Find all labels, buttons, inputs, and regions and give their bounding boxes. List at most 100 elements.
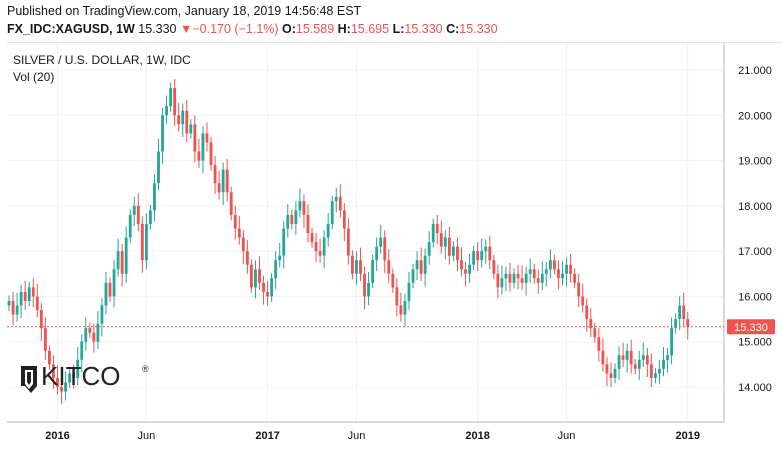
candle-body[interactable] (589, 319, 593, 329)
candle-body[interactable] (326, 223, 330, 238)
candle-body[interactable] (637, 359, 641, 369)
candle-body[interactable] (165, 106, 168, 116)
candle-body[interactable] (492, 260, 496, 274)
candle-body[interactable] (371, 260, 375, 283)
candle-body[interactable] (124, 237, 128, 274)
candle-body[interactable] (484, 246, 488, 252)
candle-body[interactable] (363, 273, 366, 297)
candle-body[interactable] (56, 377, 59, 387)
candle-body[interactable] (290, 214, 294, 224)
candle-body[interactable] (258, 269, 261, 283)
candle-body[interactable] (11, 300, 15, 315)
candle-body[interactable] (645, 355, 649, 365)
candle-body[interactable] (342, 210, 346, 229)
candle-body[interactable] (302, 201, 306, 215)
candle-body[interactable] (286, 214, 290, 229)
candle-body[interactable] (64, 382, 67, 392)
candle-body[interactable] (201, 133, 205, 161)
candle-body[interactable] (666, 355, 669, 360)
candle-body[interactable] (415, 260, 419, 270)
candle-body[interactable] (536, 278, 540, 283)
candle-body[interactable] (76, 359, 80, 378)
candle-body[interactable] (682, 305, 686, 320)
candle-body[interactable] (456, 246, 459, 261)
candle-body[interactable] (100, 305, 104, 324)
candle-body[interactable] (213, 165, 217, 184)
candle-body[interactable] (435, 223, 439, 234)
candle-body[interactable] (605, 364, 609, 374)
candle-body[interactable] (447, 237, 451, 256)
candle-body[interactable] (367, 282, 370, 297)
candle-body[interactable] (355, 260, 358, 274)
candle-body[interactable] (419, 260, 423, 274)
candle-body[interactable] (185, 110, 189, 134)
candle-body[interactable] (674, 319, 678, 329)
candle-body[interactable] (132, 205, 136, 215)
candle-body[interactable] (423, 255, 427, 274)
candle-body[interactable] (403, 300, 407, 315)
candle-body[interactable] (678, 305, 682, 320)
candle-body[interactable] (161, 115, 164, 152)
candle-body[interactable] (112, 269, 116, 297)
candle-body[interactable] (197, 151, 201, 161)
candle-body[interactable] (310, 233, 314, 243)
candle-body[interactable] (237, 228, 241, 238)
candle-body[interactable] (601, 350, 605, 365)
candle-body[interactable] (613, 368, 617, 378)
candle-body[interactable] (169, 88, 173, 107)
candle-body[interactable] (581, 296, 585, 306)
candle-body[interactable] (19, 291, 23, 306)
candle-body[interactable] (468, 264, 471, 274)
candle-body[interactable] (193, 124, 197, 152)
candle-body[interactable] (96, 323, 100, 342)
candle-body[interactable] (658, 368, 661, 374)
candle-body[interactable] (72, 373, 76, 378)
candle-body[interactable] (266, 291, 269, 297)
candle-body[interactable] (334, 196, 338, 202)
candle-body[interactable] (585, 305, 589, 320)
candle-body[interactable] (120, 251, 124, 274)
candle-body[interactable] (540, 273, 544, 283)
candle-body[interactable] (27, 287, 31, 301)
candle-body[interactable] (241, 237, 245, 252)
candle-body[interactable] (60, 387, 63, 392)
candle-body[interactable] (157, 151, 160, 184)
candle-body[interactable] (407, 282, 411, 301)
candle-body[interactable] (322, 237, 326, 256)
candle-body[interactable] (278, 255, 282, 261)
candle-body[interactable] (460, 260, 463, 270)
candle-body[interactable] (597, 337, 601, 351)
candle-body[interactable] (573, 273, 577, 283)
candle-body[interactable] (561, 273, 564, 279)
candle-body[interactable] (662, 359, 665, 369)
candle-body[interactable] (104, 282, 108, 306)
candle-body[interactable] (516, 273, 520, 279)
candle-body[interactable] (387, 260, 391, 274)
candle-body[interactable] (140, 223, 144, 261)
candle-body[interactable] (294, 210, 298, 224)
candle-body[interactable] (565, 264, 568, 274)
candle-body[interactable] (254, 269, 257, 288)
candle-body[interactable] (229, 192, 233, 215)
candle-body[interactable] (177, 115, 181, 125)
candle-body[interactable] (670, 328, 673, 356)
candle-body[interactable] (553, 260, 556, 270)
candle-body[interactable] (346, 228, 350, 256)
candle-body[interactable] (173, 88, 177, 116)
candle-body[interactable] (500, 278, 504, 288)
candle-body[interactable] (217, 183, 221, 193)
candle-body[interactable] (621, 355, 625, 360)
candle-body[interactable] (209, 142, 213, 166)
candle-body[interactable] (443, 237, 447, 247)
candle-body[interactable] (205, 133, 209, 143)
candle-body[interactable] (298, 201, 302, 211)
candle-body[interactable] (532, 269, 536, 279)
candle-body[interactable] (577, 282, 581, 297)
candle-body[interactable] (80, 341, 84, 360)
candle-body[interactable] (399, 305, 403, 315)
candle-body[interactable] (464, 269, 467, 274)
candle-body[interactable] (351, 255, 354, 274)
candle-body[interactable] (569, 264, 572, 274)
candle-body[interactable] (557, 269, 560, 279)
candle-body[interactable] (314, 242, 318, 252)
